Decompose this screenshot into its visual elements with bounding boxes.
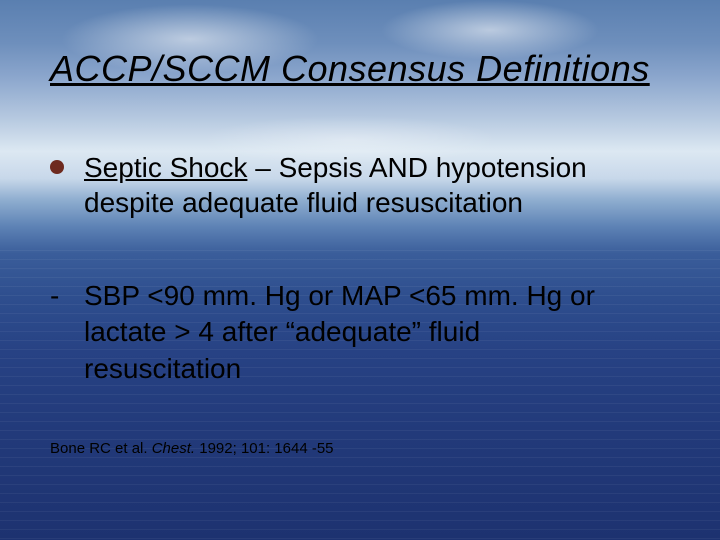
criteria-line2: lactate > 4 after “adequate” fluid bbox=[84, 314, 670, 350]
slide: ACCP/SCCM Consensus Definitions Septic S… bbox=[0, 0, 720, 540]
criteria-line3: resuscitation bbox=[84, 351, 670, 387]
bullet-term: Septic Shock bbox=[84, 152, 247, 183]
bullet-line2: despite adequate fluid resuscitation bbox=[84, 187, 523, 218]
bullet-text: Septic Shock – Sepsis AND hypotension de… bbox=[84, 150, 680, 220]
citation: Bone RC et al. Chest. 1992; 101: 1644 -5… bbox=[50, 440, 334, 457]
bullet-rest1: Sepsis AND hypotension bbox=[279, 152, 587, 183]
criteria-dash: - bbox=[50, 278, 84, 314]
bullet-icon bbox=[50, 160, 64, 174]
slide-title: ACCP/SCCM Consensus Definitions bbox=[50, 48, 650, 90]
citation-journal: Chest. bbox=[152, 440, 195, 457]
bullet-item: Septic Shock – Sepsis AND hypotension de… bbox=[50, 150, 680, 220]
citation-rest: 1992; 101: 1644 -55 bbox=[195, 440, 333, 457]
citation-authors: Bone RC et al. bbox=[50, 440, 152, 457]
criteria-block: - SBP <90 mm. Hg or MAP <65 mm. Hg or la… bbox=[50, 278, 670, 387]
bullet-sep: – bbox=[247, 152, 278, 183]
criteria-line1: SBP <90 mm. Hg or MAP <65 mm. Hg or bbox=[84, 280, 595, 311]
